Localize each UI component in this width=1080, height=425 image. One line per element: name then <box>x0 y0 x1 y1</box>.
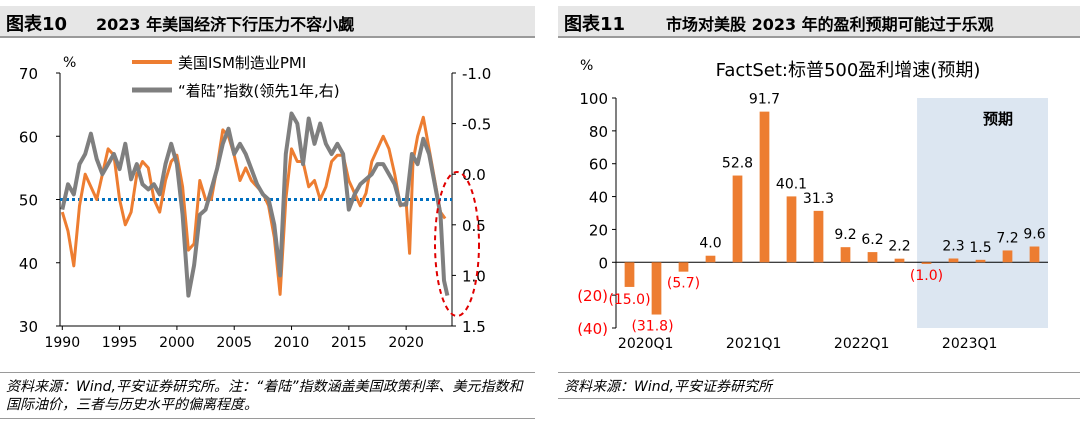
right-tick-label: 1.5 <box>462 318 486 336</box>
figure-number: 图表11 <box>564 14 626 35</box>
right-tick-label: 1.0 <box>462 267 486 285</box>
data-label: 31.3 <box>803 191 834 207</box>
data-label: 2.2 <box>888 239 910 255</box>
data-label: 52.8 <box>722 156 753 172</box>
right-tick-label: -0.5 <box>462 116 491 134</box>
bar <box>975 259 986 263</box>
divider <box>558 372 1080 373</box>
data-label: 7.2 <box>996 230 1018 246</box>
y-tick-label: 60 <box>19 128 38 146</box>
bar <box>840 247 851 263</box>
divider <box>558 398 1080 399</box>
right-tick-label: -1.0 <box>462 65 491 83</box>
y-tick-label: 70 <box>19 65 38 83</box>
x-tick-label: 2000 <box>159 335 195 351</box>
panel-left: 图表10 2023 年美国经济下行压力不容小觑 70 60 50 40 30% -1.0 -… <box>0 0 535 425</box>
data-label: 6.2 <box>861 232 883 248</box>
data-label: 40.1 <box>776 176 807 192</box>
y-tick-label: 0 <box>598 254 608 272</box>
x-tick-label: 2010 <box>274 335 310 351</box>
x-tick-label: 2020Q1 <box>618 336 674 352</box>
forecast-band <box>917 98 1048 328</box>
data-label: 91.7 <box>749 92 780 108</box>
bar <box>624 262 635 287</box>
source-note: 资料来源：Wind,平安证券研究所 <box>564 379 772 395</box>
bar <box>867 252 878 263</box>
x-tick-label: 1990 <box>44 335 80 351</box>
forecast-label: 预期 <box>983 110 1013 128</box>
data-label: 2.3 <box>942 239 964 255</box>
data-label: 9.2 <box>834 227 856 243</box>
bar <box>759 111 770 263</box>
x-tick-label: 2020 <box>388 335 424 351</box>
data-label: (31.8) <box>631 319 673 335</box>
bar <box>678 262 689 272</box>
bar <box>948 258 959 263</box>
series-pmi-line <box>60 115 447 296</box>
figure-title: 市场对美股 2023 年的盈利预期可能过于乐观 <box>666 15 994 34</box>
line-chart-pmi-landing: 70 60 50 40 30% -1.0 -0.5 0.0 0.5 1.0 1.5 1990 1995 2… <box>19 54 491 351</box>
y-axis-unit: % <box>580 58 593 74</box>
x-tick-label: 1995 <box>102 335 138 351</box>
x-tick-label: 2021Q1 <box>726 336 782 352</box>
x-tick-label: 2005 <box>216 335 252 351</box>
bar <box>894 258 905 263</box>
bar <box>705 255 716 263</box>
y-tick-label: 40 <box>589 189 608 207</box>
bar <box>732 175 743 263</box>
x-tick-label: 2022Q1 <box>834 336 890 352</box>
data-label: 4.0 <box>699 236 721 252</box>
divider <box>0 372 535 373</box>
bar <box>921 262 932 264</box>
y-tick-label: 100 <box>579 90 608 108</box>
y-tick-label: 50 <box>19 192 38 210</box>
panel-right: 图表11 市场对美股 2023 年的盈利预期可能过于乐观 预期 FactSet:标… <box>558 0 1080 425</box>
y-axis-unit: % <box>63 55 76 71</box>
legend-label: 美国ISM制造业PMI <box>178 54 306 72</box>
figure-header: 图表10 2023 年美国经济下行压力不容小觑 <box>0 6 535 38</box>
bar-chart-earnings-growth: 预期 FactSet:标普500盈利增速(预期)% 100 80 60 40 20 0 (20)… <box>577 58 1048 352</box>
source-note: 资料来源：Wind,平安证券研究所。注：“着陆”指数涵盖美国政策利率、美元指数和… <box>6 379 523 413</box>
y-tick-label: 30 <box>19 318 38 336</box>
x-tick-label: 2023Q1 <box>942 336 998 352</box>
data-label: (5.7) <box>667 276 700 292</box>
y-tick-label: 40 <box>19 255 38 273</box>
bar <box>786 196 797 263</box>
figure-number: 图表10 <box>6 14 68 35</box>
data-label: 1.5 <box>969 240 991 256</box>
right-tick-label: 0.0 <box>462 166 486 184</box>
chart-title: FactSet:标普500盈利增速(预期) <box>716 60 981 81</box>
data-label: (15.0) <box>608 292 650 308</box>
right-tick-label: 0.5 <box>462 217 486 235</box>
y-tick-label: (40) <box>577 320 608 338</box>
data-label: (1.0) <box>910 268 943 284</box>
figure-header: 图表11 市场对美股 2023 年的盈利预期可能过于乐观 <box>558 6 1080 38</box>
y-tick-label: 60 <box>589 156 608 174</box>
highlight-ellipse <box>434 171 480 317</box>
bar <box>813 210 824 263</box>
series-landing-line <box>60 111 450 298</box>
divider <box>0 418 535 419</box>
x-tick-label: 2015 <box>331 335 367 351</box>
bar <box>1002 250 1013 263</box>
bar <box>651 262 662 315</box>
bar <box>1029 246 1040 263</box>
y-tick-label: 20 <box>589 221 608 239</box>
data-label: 9.6 <box>1023 227 1045 243</box>
figure-title: 2023 年美国经济下行压力不容小觑 <box>96 15 355 34</box>
y-tick-label: 80 <box>589 123 608 141</box>
y-tick-label: (20) <box>577 287 608 305</box>
legend-label: “着陆”指数(领先1年,右) <box>178 82 340 100</box>
